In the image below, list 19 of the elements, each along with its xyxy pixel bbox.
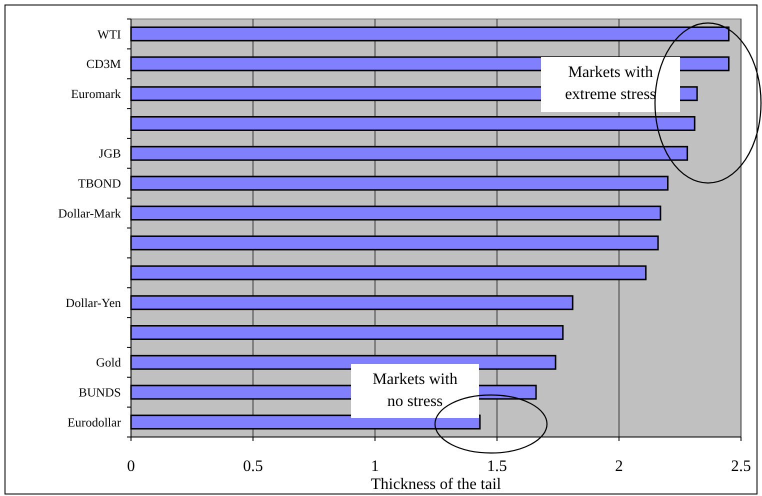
x-tick-label: 2.5: [731, 458, 751, 475]
y-tick-label: WTI: [97, 27, 121, 42]
y-tick-label: CD3M: [86, 57, 121, 72]
y-tick-label: Eurodollar: [68, 415, 122, 430]
y-tick-label: Dollar-Mark: [58, 206, 122, 220]
x-axis-title: Thickness of the tail: [370, 476, 502, 493]
y-tick-label: Euromark: [71, 87, 122, 102]
annotation: Markets with no stress: [372, 371, 458, 410]
y-tick-label: Dollar-Yen: [66, 296, 122, 310]
x-tick-label: 1: [371, 458, 379, 475]
x-tick-label: 0: [127, 458, 135, 475]
y-tick-label: JGB: [98, 146, 121, 161]
x-tick-label: 2: [615, 458, 623, 475]
x-tick-label: 0.5: [243, 458, 263, 475]
x-tick-label: 1.5: [487, 458, 507, 475]
y-tick-label: TBOND: [78, 176, 121, 191]
y-tick-label: BUNDS: [78, 386, 122, 400]
annotation: Markets with extreme stress: [564, 64, 656, 103]
y-tick-label: Gold: [96, 356, 122, 370]
